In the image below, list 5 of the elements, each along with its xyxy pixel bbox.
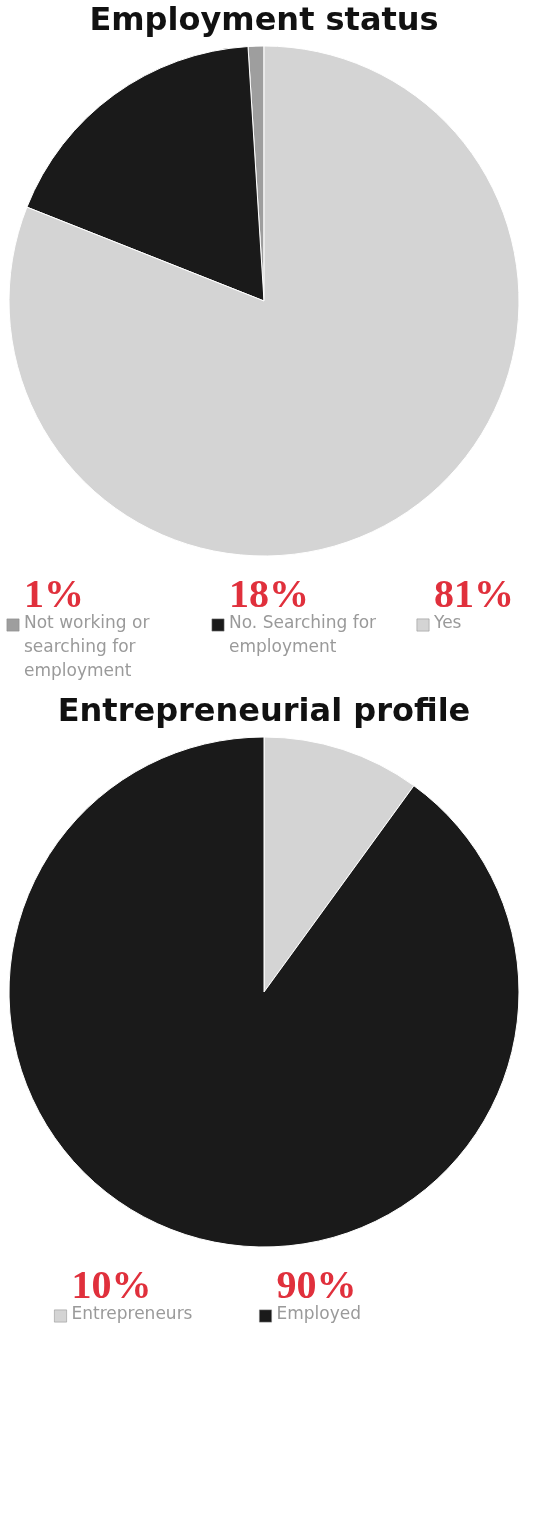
pie-slice <box>8 736 520 1248</box>
chart-title: Entrepreneurial profile <box>57 691 471 729</box>
legend-label: Employed <box>276 1303 362 1323</box>
chart-title: Employment status <box>89 0 439 38</box>
pie-slice <box>8 45 520 557</box>
